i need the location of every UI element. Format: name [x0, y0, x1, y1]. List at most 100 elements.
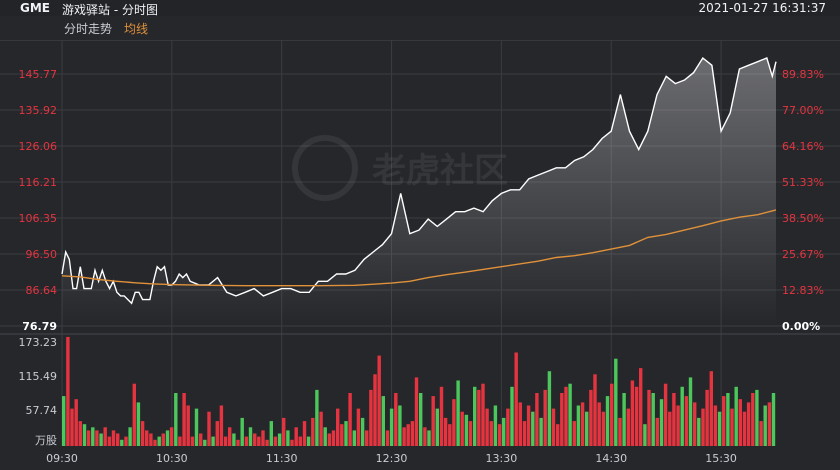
volume-axis-label: 115.49	[19, 370, 58, 383]
volume-bar	[62, 396, 66, 446]
volume-bar	[738, 399, 742, 446]
volume-bar	[726, 393, 730, 446]
volume-bar	[448, 424, 452, 446]
volume-bar	[585, 411, 589, 446]
chart-datetime: 2021-01-27 16:31:37	[698, 1, 826, 15]
volume-bar	[394, 393, 398, 446]
volume-bar	[257, 436, 261, 446]
volume-bar	[406, 424, 410, 446]
volume-bar	[506, 408, 510, 446]
volume-bar	[74, 399, 78, 446]
volume-bar	[601, 411, 606, 446]
volume-bar	[70, 408, 74, 446]
pct-axis-label: 25.67%	[782, 248, 824, 261]
volume-bar	[684, 396, 689, 446]
volume-bar	[381, 396, 385, 446]
volume-bar	[373, 374, 377, 446]
volume-bar	[244, 436, 249, 446]
volume-bar	[734, 386, 738, 446]
time-axis-label: 10:30	[156, 452, 188, 465]
volume-bar	[360, 417, 365, 446]
pct-axis-label: 12.83%	[782, 284, 824, 297]
legend-intraday[interactable]: 分时走势	[64, 22, 113, 36]
volume-bar	[701, 408, 705, 446]
volume-bar	[551, 408, 556, 446]
pct-axis-label: 77.00%	[782, 104, 824, 117]
time-axis-label: 09:30	[46, 452, 78, 465]
volume-bar	[589, 389, 593, 446]
volume-bar	[86, 430, 91, 446]
volume-bar	[763, 405, 767, 446]
volume-bar	[331, 430, 336, 446]
volume-bar	[693, 402, 697, 446]
volume-bar	[713, 405, 718, 446]
volume-bar	[365, 430, 369, 446]
volume-bar	[161, 433, 165, 446]
pct-axis-label: 0.00%	[782, 320, 820, 333]
volume-bar	[468, 421, 473, 446]
volume-axis-label: 万股	[35, 434, 57, 447]
volume-bar	[290, 439, 294, 446]
volume-bar	[568, 383, 572, 446]
volume-bar	[302, 421, 307, 446]
volume-bar	[481, 383, 485, 446]
volume-bar	[618, 417, 622, 446]
volume-bar	[593, 374, 597, 446]
chart-title: 游戏驿站 - 分时图	[62, 3, 158, 17]
volume-bar	[169, 427, 174, 446]
volume-bar	[186, 405, 190, 446]
volume-bar	[165, 430, 170, 446]
avg-line	[61, 209, 777, 287]
volume-bar	[414, 377, 419, 446]
volume-bar	[535, 393, 539, 446]
volume-bar	[140, 421, 145, 446]
price-axis-label: 106.35	[19, 212, 58, 225]
volume-bar	[344, 421, 348, 446]
volume-bar	[99, 433, 103, 446]
volume-bar	[419, 393, 423, 446]
volume-bar	[298, 436, 302, 446]
volume-bar	[306, 436, 311, 446]
volume-bar	[759, 421, 763, 446]
volume-bar	[240, 417, 244, 446]
volume-bar	[659, 399, 664, 446]
volume-bar	[120, 439, 124, 446]
volume-bar	[510, 386, 514, 446]
volume-bar	[236, 439, 240, 446]
volume-bar	[215, 421, 219, 446]
volume-bar	[668, 411, 672, 446]
price-axis-label: 145.77	[19, 68, 58, 81]
volume-bar	[182, 393, 186, 446]
price-axis-label: 126.06	[19, 140, 58, 153]
watermark-text: 老虎社区	[372, 151, 508, 191]
volume-bar	[190, 436, 195, 446]
volume-bar	[398, 405, 402, 446]
volume-bar	[385, 430, 390, 446]
volume-bar	[340, 424, 344, 446]
volume-bar	[543, 389, 547, 446]
volume-bar	[717, 411, 722, 446]
volume-bar	[327, 433, 332, 446]
volume-bar	[410, 421, 415, 446]
time-axis-label: 13:30	[486, 452, 518, 465]
volume-bar	[610, 383, 614, 446]
volume-bar	[746, 402, 751, 446]
legend-bar: 分时走势 均线	[0, 16, 840, 41]
volume-bar	[672, 393, 676, 446]
volume-bar	[91, 427, 95, 446]
pct-axis-label: 51.33%	[782, 176, 824, 189]
volume-bar	[514, 352, 518, 446]
volume-bar	[228, 427, 232, 446]
volume-bar	[518, 402, 522, 446]
volume-bar	[265, 439, 269, 446]
pct-axis-label: 89.83%	[782, 68, 824, 81]
volume-bar	[522, 421, 527, 446]
volume-bar	[336, 408, 340, 446]
volume-bar	[277, 433, 282, 446]
volume-bar	[323, 427, 327, 446]
volume-bar	[560, 393, 564, 446]
volume-bar	[651, 393, 655, 446]
volume-bar	[697, 417, 701, 446]
legend-avg[interactable]: 均线	[124, 22, 149, 36]
